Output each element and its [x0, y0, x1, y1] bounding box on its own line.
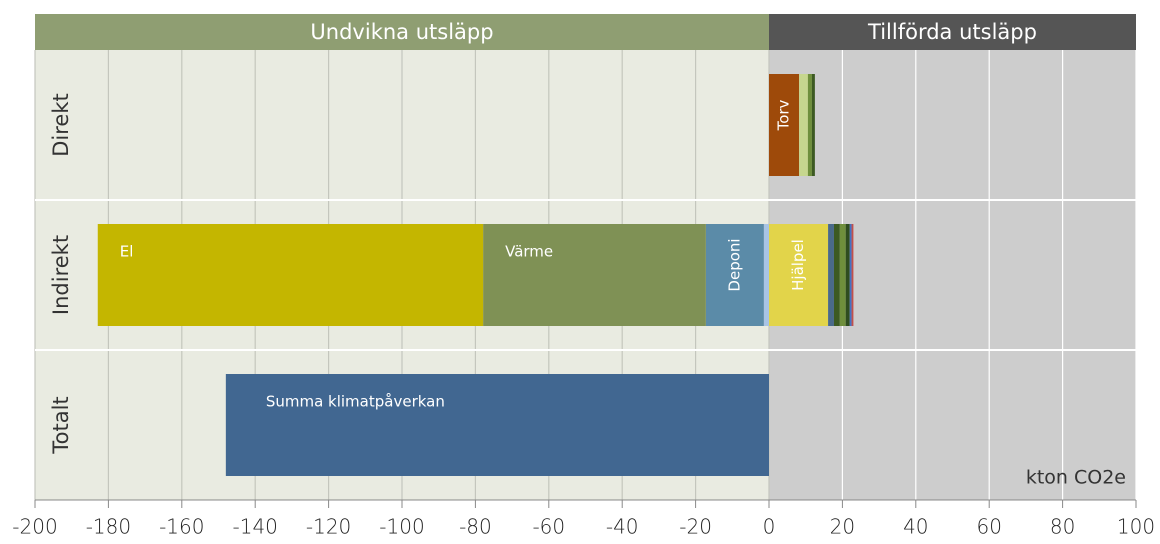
bar-segment	[763, 224, 769, 326]
bar-segment	[769, 74, 800, 176]
bar-segment	[851, 224, 854, 326]
segment-label: El	[120, 243, 134, 261]
bar-segment	[225, 374, 770, 476]
bar-segment	[828, 224, 834, 326]
x-tick-label: 40	[903, 515, 928, 539]
x-tick-label: 0	[763, 515, 776, 539]
x-tick-label: -160	[159, 515, 204, 539]
x-tick-label: 20	[830, 515, 855, 539]
header-left-band	[35, 14, 769, 50]
x-tick-label: -20	[679, 515, 712, 539]
bar-segment	[845, 224, 850, 326]
bar-segment	[483, 224, 706, 326]
segment-label: Torv	[775, 99, 793, 131]
y-category-label: Indirekt	[49, 235, 73, 315]
x-tick-label: -100	[379, 515, 424, 539]
x-tick-label: -60	[532, 515, 565, 539]
segment-label: Hjälpel	[789, 239, 807, 291]
unit-label: kton CO2e	[1026, 467, 1126, 489]
y-category-label: Totalt	[49, 396, 73, 454]
bar-segment	[849, 224, 852, 326]
bar-segment	[833, 224, 840, 326]
bar-segment	[811, 74, 815, 176]
x-tick-label: -120	[306, 515, 351, 539]
bar-segment	[769, 224, 829, 326]
x-tick-label: -200	[12, 515, 57, 539]
header-right: Tillförda utsläpp	[867, 20, 1037, 44]
x-tick-label: -180	[86, 515, 131, 539]
x-tick-label: -40	[606, 515, 639, 539]
x-tick-label: 80	[1050, 515, 1075, 539]
x-tick-label: 60	[976, 515, 1001, 539]
bar-segment	[799, 74, 808, 176]
x-tick-label: -80	[459, 515, 492, 539]
x-tick-label: -140	[233, 515, 278, 539]
header-left: Undvikna utsläpp	[310, 20, 493, 44]
bar-segment	[839, 224, 846, 326]
header-right-band	[769, 14, 1136, 50]
y-category-label: Direkt	[49, 93, 73, 157]
segment-label: Summa klimatpåverkan	[266, 393, 445, 411]
segment-label: Värme	[505, 243, 553, 261]
bar-segment	[807, 74, 812, 176]
segment-label: Deponi	[725, 238, 743, 291]
bar-segment	[705, 224, 764, 326]
x-tick-label: 100	[1117, 515, 1155, 539]
bar-segment	[97, 224, 484, 326]
